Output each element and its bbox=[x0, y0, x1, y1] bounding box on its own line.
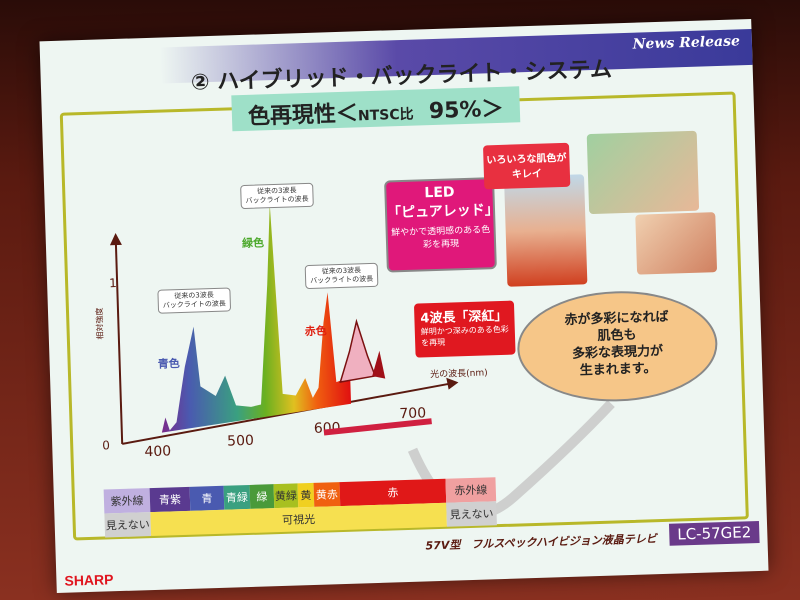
invisible-left: 見えない bbox=[104, 512, 152, 538]
invisible-right: 見えない bbox=[446, 501, 497, 527]
blue-label: 青色 bbox=[157, 356, 179, 371]
band-green: 緑 bbox=[249, 484, 275, 509]
band-yellow-green: 黄緑 bbox=[273, 483, 299, 509]
y-tick-0: 0 bbox=[102, 438, 110, 452]
band-violet: 青紫 bbox=[149, 486, 191, 513]
band-blue: 青 bbox=[189, 485, 225, 511]
x-tick-700: 700 bbox=[399, 405, 426, 422]
photo-woman-drinking bbox=[503, 174, 588, 287]
x-axis-arrow-icon bbox=[446, 377, 459, 390]
photo-woman-face bbox=[586, 130, 700, 215]
x-tick-500: 500 bbox=[227, 433, 254, 450]
x-tick-400: 400 bbox=[144, 443, 171, 460]
sharp-logo: SHARP bbox=[64, 571, 114, 589]
presentation-slide: News Release ② ハイブリッド・バックライト・システム 色再現性＜N… bbox=[39, 18, 769, 594]
band-cyan: 青緑 bbox=[223, 484, 251, 510]
band-red: 赤 bbox=[339, 478, 447, 507]
deep-red-peak bbox=[372, 350, 386, 379]
band-yellow: 黄 bbox=[297, 482, 315, 508]
band-ir: 赤外線 bbox=[445, 477, 497, 503]
y-axis-arrow-icon bbox=[109, 233, 122, 246]
band-orange: 黄赤 bbox=[313, 482, 341, 507]
y-axis-label: 相対強度 bbox=[94, 307, 105, 339]
led-pure-red-box: LED 「ピュアレッド」 鮮やかで透明感のある色彩を再現 bbox=[384, 177, 500, 273]
skin-color-bubble: いろいろな肌色がキレイ bbox=[482, 142, 571, 190]
callout-green: 従来の3波長 バックライトの波長 bbox=[240, 182, 314, 210]
photo-child bbox=[635, 212, 718, 275]
led-desc: 鮮やかで透明感のある色彩を再現 bbox=[391, 225, 491, 251]
spectrum-curve bbox=[161, 204, 352, 433]
led-pure-red-peak bbox=[339, 318, 377, 383]
x-axis bbox=[122, 382, 451, 445]
led-name: 「ピュアレッド」 bbox=[386, 201, 500, 222]
band-uv: 紫外線 bbox=[103, 488, 151, 514]
red-range-arrow bbox=[323, 418, 432, 436]
y-axis bbox=[114, 238, 124, 444]
green-label: 緑色 bbox=[242, 235, 264, 250]
model-number: LC-57GE2 bbox=[668, 520, 760, 546]
x-axis-label: 光の波長(nm) bbox=[430, 366, 488, 380]
callout-blue: 従来の3波長 バックライトの波長 bbox=[157, 287, 232, 314]
red-label: 赤色 bbox=[305, 323, 327, 338]
deep-red-box: 4波長「深紅」 鮮明かつ深みのある色彩を再現 bbox=[413, 300, 516, 358]
deep-desc: 鮮明かつ深みのある色彩を再現 bbox=[420, 324, 509, 348]
callout-red: 従来の3波長 バックライトの波長 bbox=[304, 262, 379, 290]
y-tick-1: 1 bbox=[109, 276, 117, 290]
